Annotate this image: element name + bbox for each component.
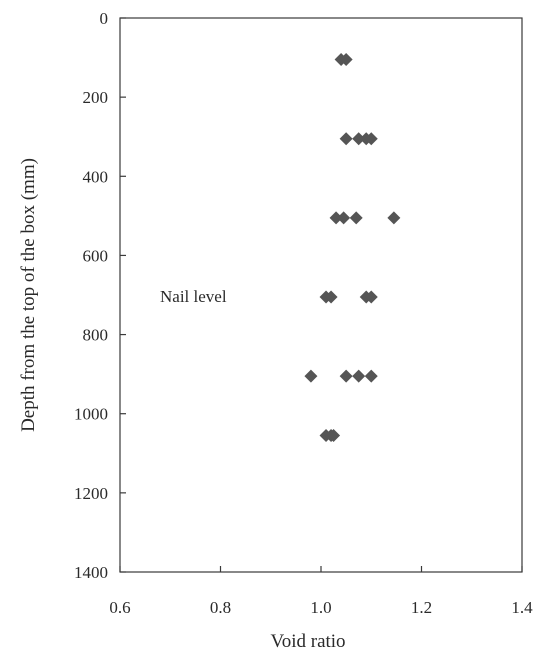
x-tick-label: 0.6: [109, 598, 130, 617]
x-tick-label: 1.2: [411, 598, 432, 617]
y-axis: 0 200 400 600 800 1000 1200 1400: [74, 9, 126, 582]
y-tick-label: 800: [83, 326, 109, 345]
x-tick-label: 1.0: [310, 598, 331, 617]
data-point: [364, 132, 378, 146]
y-tick-label: 600: [83, 246, 109, 265]
data-point: [339, 132, 353, 146]
x-axis-title: Void ratio: [270, 631, 345, 652]
data-point: [352, 369, 366, 383]
data-points: [304, 53, 401, 442]
x-axis: 0.6 0.8 1.0 1.2 1.4: [109, 566, 533, 617]
data-point: [329, 211, 343, 225]
y-tick-label: 200: [83, 88, 109, 107]
data-point: [337, 211, 351, 225]
y-axis-title: Depth from the top of the box (mm): [18, 158, 39, 432]
data-point: [327, 428, 341, 442]
data-point: [387, 211, 401, 225]
x-tick-label: 1.4: [511, 598, 533, 617]
x-tick-label: 0.8: [210, 598, 231, 617]
data-point: [339, 369, 353, 383]
data-point: [364, 369, 378, 383]
data-point: [324, 290, 338, 304]
y-tick-label: 1200: [74, 484, 108, 503]
data-point: [304, 369, 318, 383]
data-point: [352, 132, 366, 146]
data-point: [339, 53, 353, 67]
y-tick-label: 1000: [74, 405, 108, 424]
y-tick-label: 1400: [74, 563, 108, 582]
data-point: [364, 290, 378, 304]
nail-level-annotation: Nail level: [160, 287, 227, 306]
y-tick-label: 400: [83, 167, 109, 186]
data-point: [349, 211, 363, 225]
y-tick-label: 0: [100, 9, 109, 28]
